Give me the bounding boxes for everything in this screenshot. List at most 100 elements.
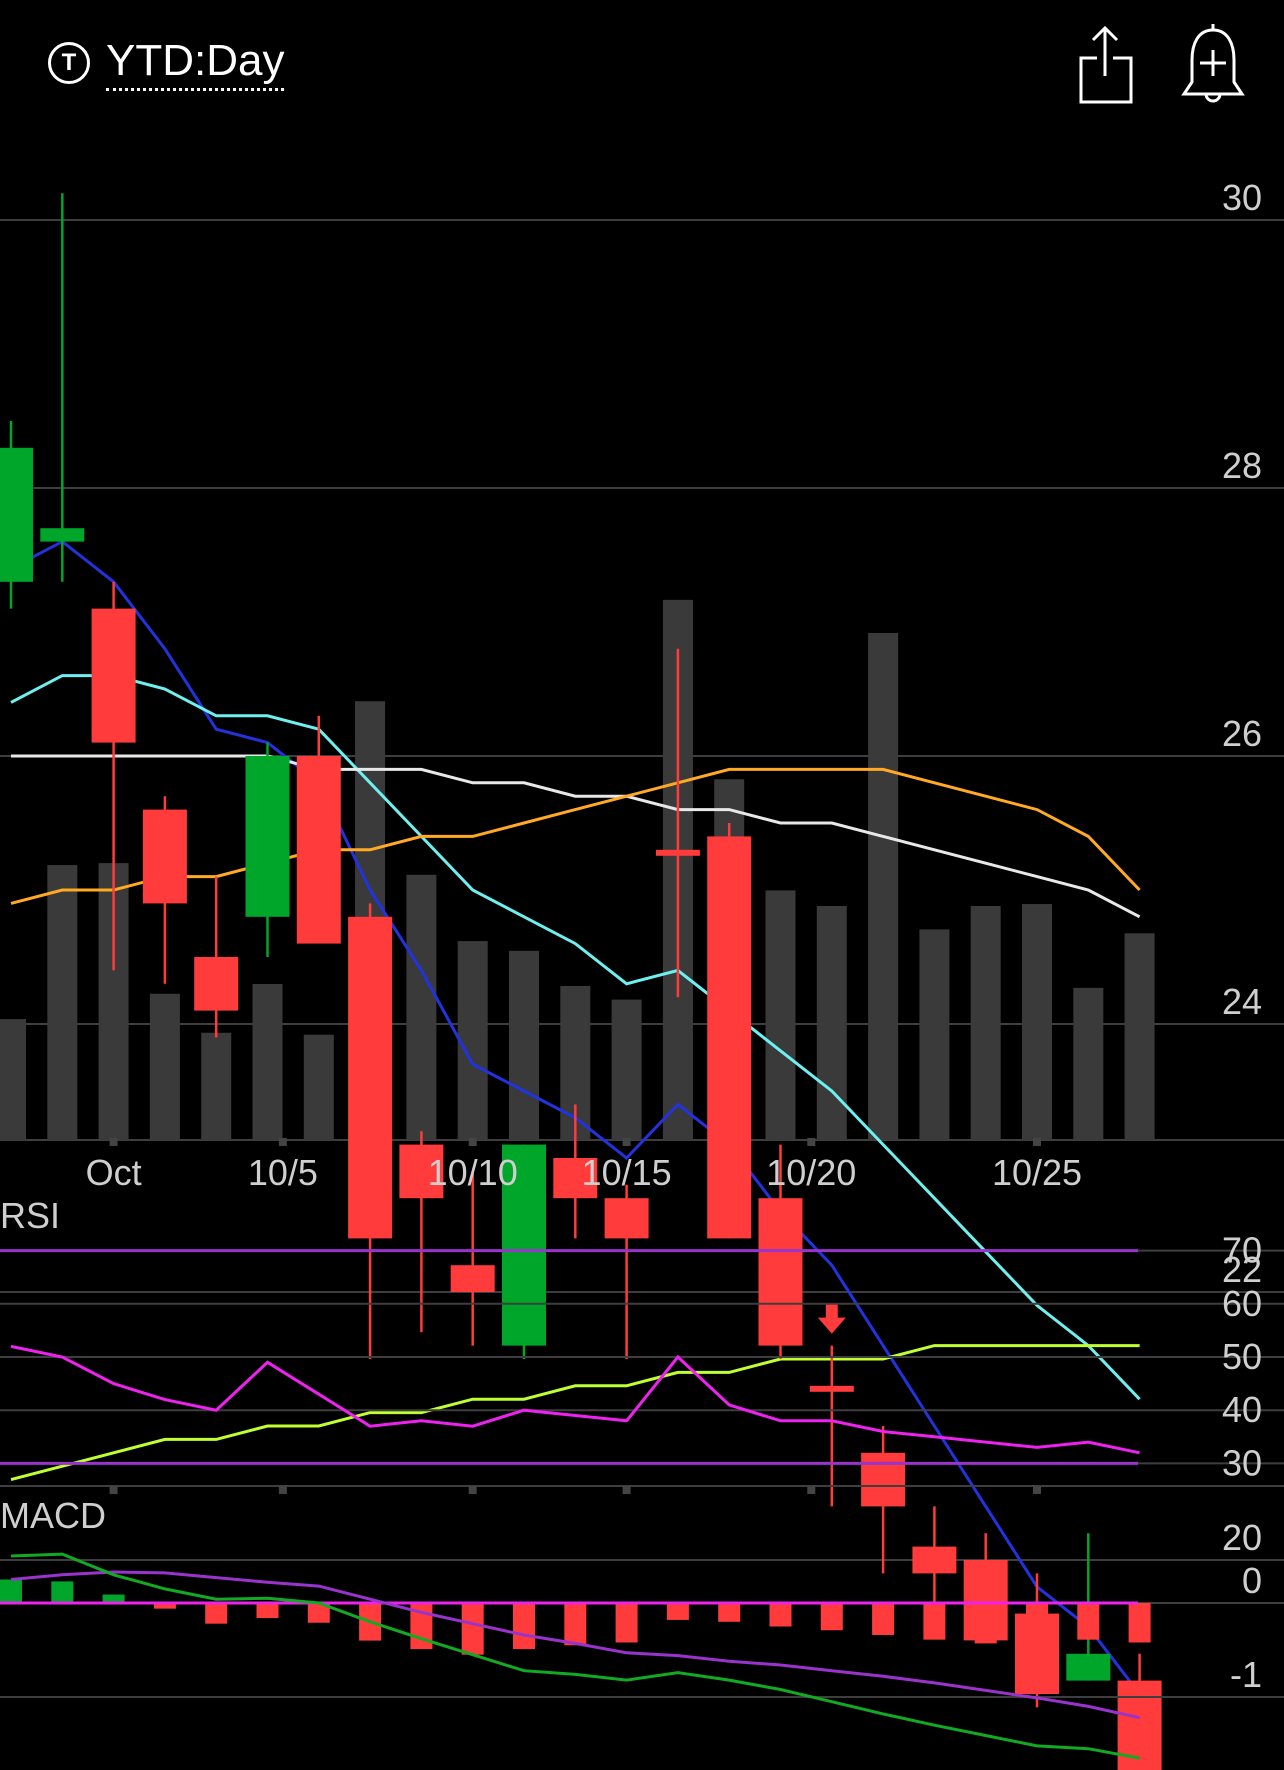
- volume-bar: [1022, 904, 1052, 1140]
- volume-bar: [0, 1019, 26, 1140]
- price-axis-label: 24: [1222, 981, 1262, 1022]
- date-tick: [109, 1138, 118, 1146]
- macd-axis-label: 0: [1242, 1560, 1262, 1601]
- macd-title: MACD: [0, 1495, 106, 1536]
- macd-histogram-bar: [564, 1603, 587, 1646]
- candle-body: [604, 1198, 649, 1239]
- rsi-axis-label: 60: [1222, 1283, 1262, 1324]
- range-selector[interactable]: YTD:Day: [106, 36, 285, 91]
- macd-axis-label: -1: [1230, 1654, 1262, 1695]
- bell-plus-icon[interactable]: [1180, 24, 1246, 108]
- volume-bar: [1124, 933, 1155, 1140]
- macd-histogram-bar: [102, 1594, 125, 1603]
- macd-histogram-bar: [51, 1581, 74, 1603]
- candle-body: [348, 916, 393, 1239]
- candle-body: [399, 1144, 444, 1199]
- macd-histogram-bar: [205, 1603, 228, 1624]
- macd-histogram-bar: [974, 1603, 997, 1644]
- volume-bar: [47, 865, 78, 1140]
- macd-histogram-bar: [513, 1603, 535, 1650]
- macd-histogram-bar: [820, 1603, 843, 1631]
- macd-histogram-bar: [872, 1603, 895, 1635]
- chart-header: T YTD:Day: [0, 0, 1284, 130]
- candle-body: [861, 1452, 906, 1507]
- rsi-date-tick: [622, 1486, 631, 1494]
- candle-body: [142, 809, 187, 904]
- volume-bar: [303, 1034, 334, 1140]
- rsi-line: [10, 1344, 1140, 1455]
- candle-body: [758, 1198, 803, 1346]
- stock-chart[interactable]: 30282624222018Oct10/510/1010/1510/2010/2…: [0, 130, 1284, 1770]
- candle-body: [0, 447, 33, 582]
- rsi-axis-label: 50: [1222, 1336, 1262, 1377]
- candle-body: [40, 528, 85, 542]
- volume-bar: [1073, 987, 1104, 1140]
- symbol-t-icon[interactable]: T: [48, 42, 90, 84]
- date-axis-label: 10/25: [992, 1152, 1082, 1193]
- macd-histogram-bar: [153, 1603, 176, 1609]
- date-axis-label: Oct: [86, 1152, 142, 1193]
- moving-average-line: [11, 754, 1141, 919]
- macd-histogram-bar: [1026, 1603, 1048, 1645]
- rsi-date-tick: [278, 1486, 287, 1494]
- date-axis-label: 10/5: [248, 1152, 318, 1193]
- moving-average-line: [10, 767, 1141, 905]
- price-axis-label: 28: [1222, 445, 1262, 486]
- date-tick: [468, 1138, 477, 1146]
- price-axis-label: 20: [1222, 1517, 1262, 1558]
- date-tick: [278, 1138, 287, 1146]
- macd-histogram-bar: [923, 1603, 946, 1640]
- date-axis-label: 10/10: [428, 1152, 518, 1193]
- candle-body: [707, 836, 752, 1239]
- sell-signal-arrow-icon: [817, 1303, 846, 1334]
- volume-bar: [611, 999, 642, 1140]
- volume-bar: [509, 950, 539, 1140]
- rsi-date-tick: [1033, 1486, 1041, 1494]
- macd-histogram-bar: [307, 1603, 330, 1623]
- macd-signal-line: [10, 1570, 1140, 1720]
- macd-histogram-bar: [666, 1603, 689, 1620]
- date-tick: [1033, 1138, 1041, 1146]
- price-axis-label: 22: [1222, 1249, 1262, 1290]
- candle-body: [912, 1546, 957, 1574]
- macd-histogram-bar: [461, 1603, 484, 1655]
- moving-average-line: [10, 674, 1141, 1401]
- date-axis-label: 10/20: [766, 1152, 856, 1193]
- candle-body: [1066, 1653, 1111, 1681]
- volume-bar: [919, 929, 950, 1140]
- volume-bar: [816, 906, 847, 1140]
- macd-histogram-bar: [769, 1603, 792, 1627]
- moving-average-line: [10, 1344, 1140, 1482]
- rsi-axis-label: 70: [1222, 1230, 1262, 1271]
- candle-body: [655, 849, 700, 856]
- candle-body: [245, 756, 290, 917]
- macd-histogram-bar: [1077, 1603, 1100, 1640]
- volume-bar: [457, 941, 488, 1140]
- macd-histogram-bar: [256, 1603, 279, 1619]
- price-axis-label: 30: [1222, 177, 1262, 218]
- date-tick: [807, 1138, 816, 1146]
- volume-bar: [970, 906, 1001, 1140]
- candle-body: [296, 756, 341, 944]
- rsi-title: RSI: [0, 1195, 60, 1236]
- rsi-date-tick: [468, 1486, 477, 1494]
- macd-histogram-bar: [615, 1603, 638, 1643]
- candle-body: [553, 1158, 598, 1199]
- share-icon[interactable]: [1075, 24, 1135, 108]
- rsi-date-tick: [109, 1486, 118, 1494]
- candle-body: [450, 1265, 495, 1292]
- rsi-axis-label: 30: [1222, 1442, 1262, 1483]
- candle-body: [91, 608, 136, 743]
- date-axis-label: 10/15: [582, 1152, 672, 1193]
- rsi-date-tick: [807, 1486, 816, 1494]
- price-axis-label: 26: [1222, 713, 1262, 754]
- rsi-axis-label: 40: [1222, 1389, 1262, 1430]
- volume-bar: [201, 1032, 232, 1140]
- candle-body: [809, 1385, 854, 1392]
- date-tick: [622, 1138, 631, 1146]
- macd-histogram-bar: [1128, 1603, 1151, 1643]
- candle-body: [194, 957, 239, 1011]
- macd-line: [10, 1552, 1140, 1760]
- volume-bar: [406, 874, 437, 1140]
- volume-bar: [149, 993, 180, 1140]
